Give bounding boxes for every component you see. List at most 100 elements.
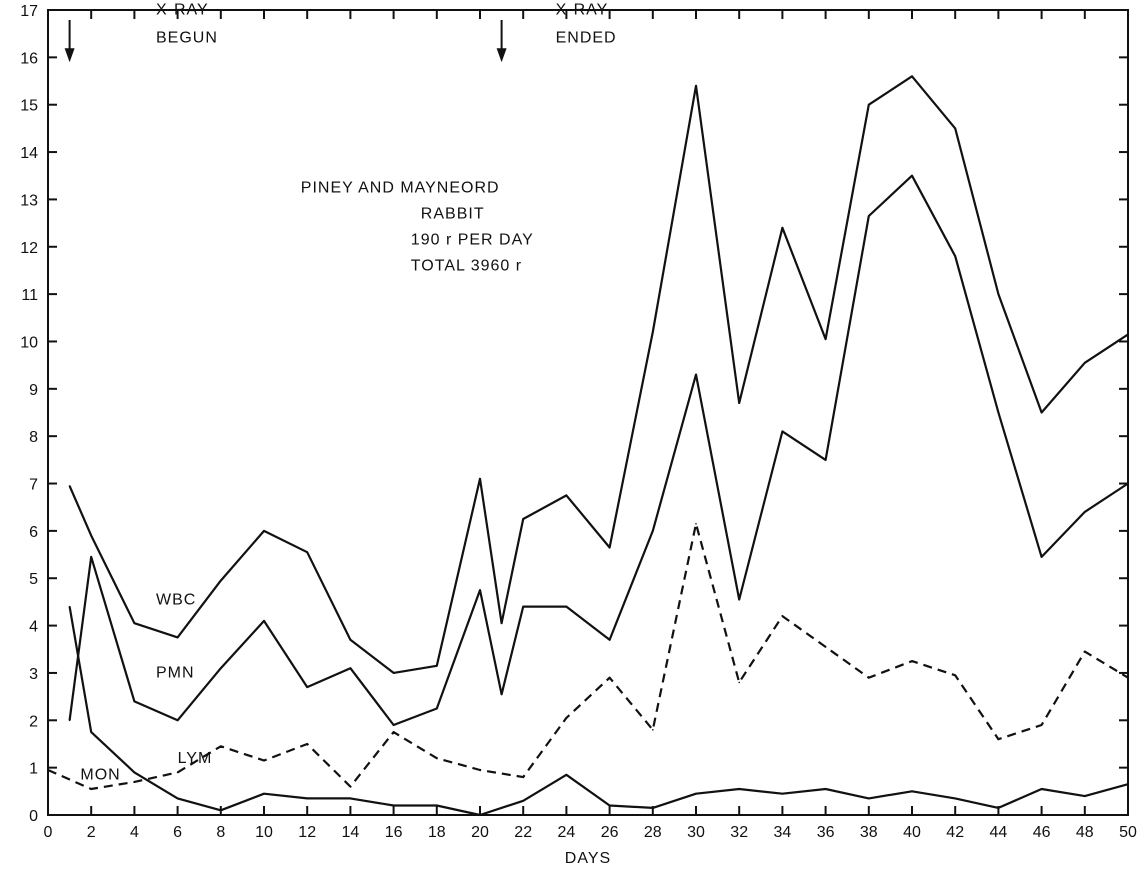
x-tick-label-10: 10 — [255, 824, 273, 841]
data-point-lym-5 — [263, 759, 265, 762]
y-tick-label-7: 7 — [29, 477, 38, 494]
data-point-pmn-9 — [436, 707, 438, 710]
x-tick-label-4: 4 — [130, 824, 139, 841]
data-point-pmn-25 — [1084, 511, 1086, 513]
data-point-lym-10 — [479, 769, 481, 771]
data-point-lym-11 — [522, 776, 524, 778]
data-point-pmn-17 — [738, 598, 740, 601]
x-tick-label-48: 48 — [1076, 824, 1094, 841]
data-point-lym-16 — [738, 681, 740, 684]
data-point-wbc-16 — [695, 84, 697, 87]
y-tick-label-1: 1 — [29, 761, 38, 778]
data-point-wbc-4 — [220, 579, 222, 582]
data-point-wbc-26 — [1127, 333, 1129, 336]
series-line-pmn — [68, 174, 1129, 727]
data-point-pmn-4 — [220, 667, 222, 670]
data-point-wbc-12 — [522, 518, 524, 520]
data-point-mon-6 — [306, 797, 309, 800]
data-point-lym-18 — [824, 646, 827, 648]
data-point-mon-1 — [90, 731, 92, 733]
data-point-lym-2 — [133, 781, 136, 783]
data-point-pmn-3 — [176, 719, 179, 722]
data-point-mon-3 — [176, 797, 179, 800]
data-point-wbc-0 — [68, 485, 71, 487]
x-tick-label-26: 26 — [601, 824, 619, 841]
x-tick-label-28: 28 — [644, 824, 662, 841]
data-point-lym-19 — [868, 676, 870, 679]
x-tick-label-34: 34 — [774, 824, 792, 841]
data-point-pmn-12 — [522, 605, 524, 608]
info-text-line-2: 190 r PER DAY — [411, 231, 534, 248]
data-point-mon-13 — [608, 804, 611, 807]
annotation-arrow-head-0 — [64, 48, 75, 63]
data-point-mon-17 — [781, 792, 784, 795]
data-point-mon-11 — [522, 799, 524, 802]
data-point-mon-14 — [652, 807, 654, 809]
data-point-wbc-8 — [392, 672, 395, 674]
data-point-mon-5 — [263, 792, 265, 795]
x-tick-label-30: 30 — [687, 824, 705, 841]
x-tick-label-46: 46 — [1033, 824, 1051, 841]
data-point-wbc-22 — [954, 127, 956, 130]
x-tick-label-8: 8 — [216, 824, 225, 841]
data-point-pmn-21 — [911, 174, 913, 177]
data-point-pmn-2 — [133, 700, 136, 703]
data-point-mon-12 — [565, 773, 568, 776]
data-point-pmn-13 — [565, 605, 568, 608]
data-point-pmn-16 — [695, 373, 697, 376]
info-text-line-1: RABBIT — [421, 205, 485, 222]
x-tick-label-18: 18 — [428, 824, 446, 841]
x-tick-label-16: 16 — [385, 824, 403, 841]
data-point-pmn-8 — [392, 724, 395, 726]
data-point-lym-14 — [652, 728, 654, 731]
x-tick-label-38: 38 — [860, 824, 878, 841]
y-tick-label-16: 16 — [20, 50, 38, 67]
annotation-text-0-1: BEGUN — [156, 30, 218, 47]
y-tick-label-17: 17 — [20, 3, 38, 20]
data-point-mon-8 — [392, 804, 395, 807]
y-tick-label-11: 11 — [21, 287, 38, 304]
data-point-mon-15 — [695, 792, 697, 795]
series-label-mon: MON — [80, 766, 120, 783]
data-point-lym-13 — [608, 676, 611, 679]
data-point-wbc-11 — [500, 622, 503, 625]
y-tick-label-2: 2 — [29, 713, 38, 730]
plot-frame — [47, 9, 1129, 816]
data-point-pmn-0 — [68, 719, 71, 722]
x-tick-label-20: 20 — [471, 824, 489, 841]
x-tick-label-22: 22 — [514, 824, 532, 841]
data-point-mon-0 — [68, 605, 71, 608]
data-point-wbc-10 — [479, 477, 481, 480]
series-label-lym: LYM — [178, 750, 213, 767]
data-point-pmn-23 — [997, 411, 1000, 414]
data-point-wbc-2 — [133, 622, 136, 625]
data-point-lym-23 — [1040, 724, 1043, 726]
data-point-mon-23 — [1040, 788, 1043, 790]
y-tick-label-8: 8 — [29, 429, 38, 446]
x-tick-label-24: 24 — [558, 824, 576, 841]
data-point-wbc-9 — [436, 665, 438, 667]
data-point-mon-22 — [997, 807, 1000, 809]
x-tick-label-6: 6 — [173, 824, 182, 841]
data-point-mon-24 — [1084, 795, 1086, 797]
x-tick-label-2: 2 — [87, 824, 96, 841]
x-tick-label-44: 44 — [990, 824, 1008, 841]
data-point-wbc-14 — [608, 546, 611, 549]
annotation-text-1-0: X-RAY — [556, 2, 609, 19]
data-point-mon-21 — [954, 797, 956, 800]
data-point-pmn-7 — [349, 667, 352, 670]
data-point-lym-1 — [90, 788, 92, 790]
data-point-mon-7 — [349, 797, 352, 800]
data-point-pmn-18 — [781, 430, 784, 433]
x-tick-label-14: 14 — [342, 824, 360, 841]
data-point-pmn-14 — [608, 638, 611, 641]
data-point-wbc-19 — [824, 338, 827, 340]
y-tick-label-3: 3 — [29, 666, 38, 683]
data-point-pmn-19 — [824, 459, 827, 461]
data-point-mon-2 — [133, 771, 136, 774]
data-point-mon-18 — [824, 788, 827, 790]
data-point-lym-15 — [695, 522, 697, 525]
data-point-lym-7 — [349, 785, 352, 788]
data-point-lym-21 — [954, 674, 956, 677]
